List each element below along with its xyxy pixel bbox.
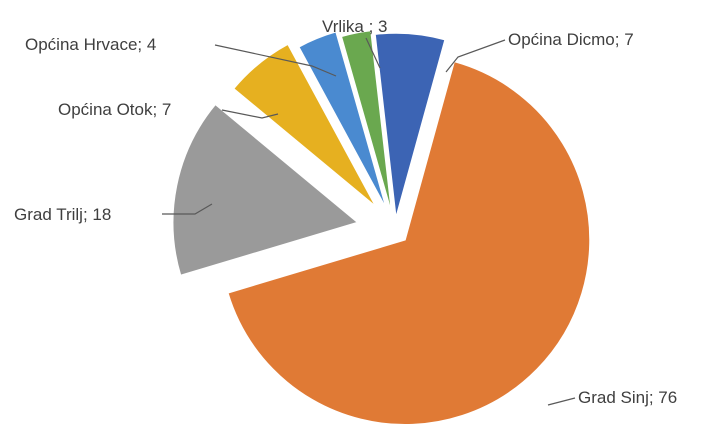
pie-slice-grad-trilj xyxy=(172,103,360,277)
leader-line-grad-trilj xyxy=(162,203,213,215)
data-label-opcina-otok: Općina Otok; 7 xyxy=(58,100,171,119)
pie-slice-grad-sinj xyxy=(226,60,591,426)
data-label-opcina-dicmo: Općina Dicmo; 7 xyxy=(508,30,634,49)
data-label-vrlika: Vrlika ; 3 xyxy=(322,17,388,36)
data-label-opcina-hrvace: Općina Hrvace; 4 xyxy=(25,35,156,54)
data-label-grad-sinj: Grad Sinj; 76 xyxy=(578,388,677,407)
leader-line-opcina-otok xyxy=(221,109,279,119)
leader-lines xyxy=(162,37,576,406)
pie-slices xyxy=(172,29,591,426)
pie-slice-opcina-hrvace xyxy=(297,30,388,210)
leader-line-opcina-dicmo xyxy=(445,39,506,73)
leader-line-vrlika xyxy=(365,37,381,69)
pie-slice-opcina-otok xyxy=(232,43,377,208)
leader-line-grad-sinj xyxy=(547,397,576,406)
pie-slice-opcina-dicmo xyxy=(374,32,447,219)
data-labels: Općina Dicmo; 7 Grad Sinj; 76 Grad Trilj; … xyxy=(14,17,677,407)
pie-slice-vrlika xyxy=(340,29,393,215)
leader-line-opcina-hrvace xyxy=(214,44,337,77)
data-label-grad-trilj: Grad Trilj; 18 xyxy=(14,205,111,224)
